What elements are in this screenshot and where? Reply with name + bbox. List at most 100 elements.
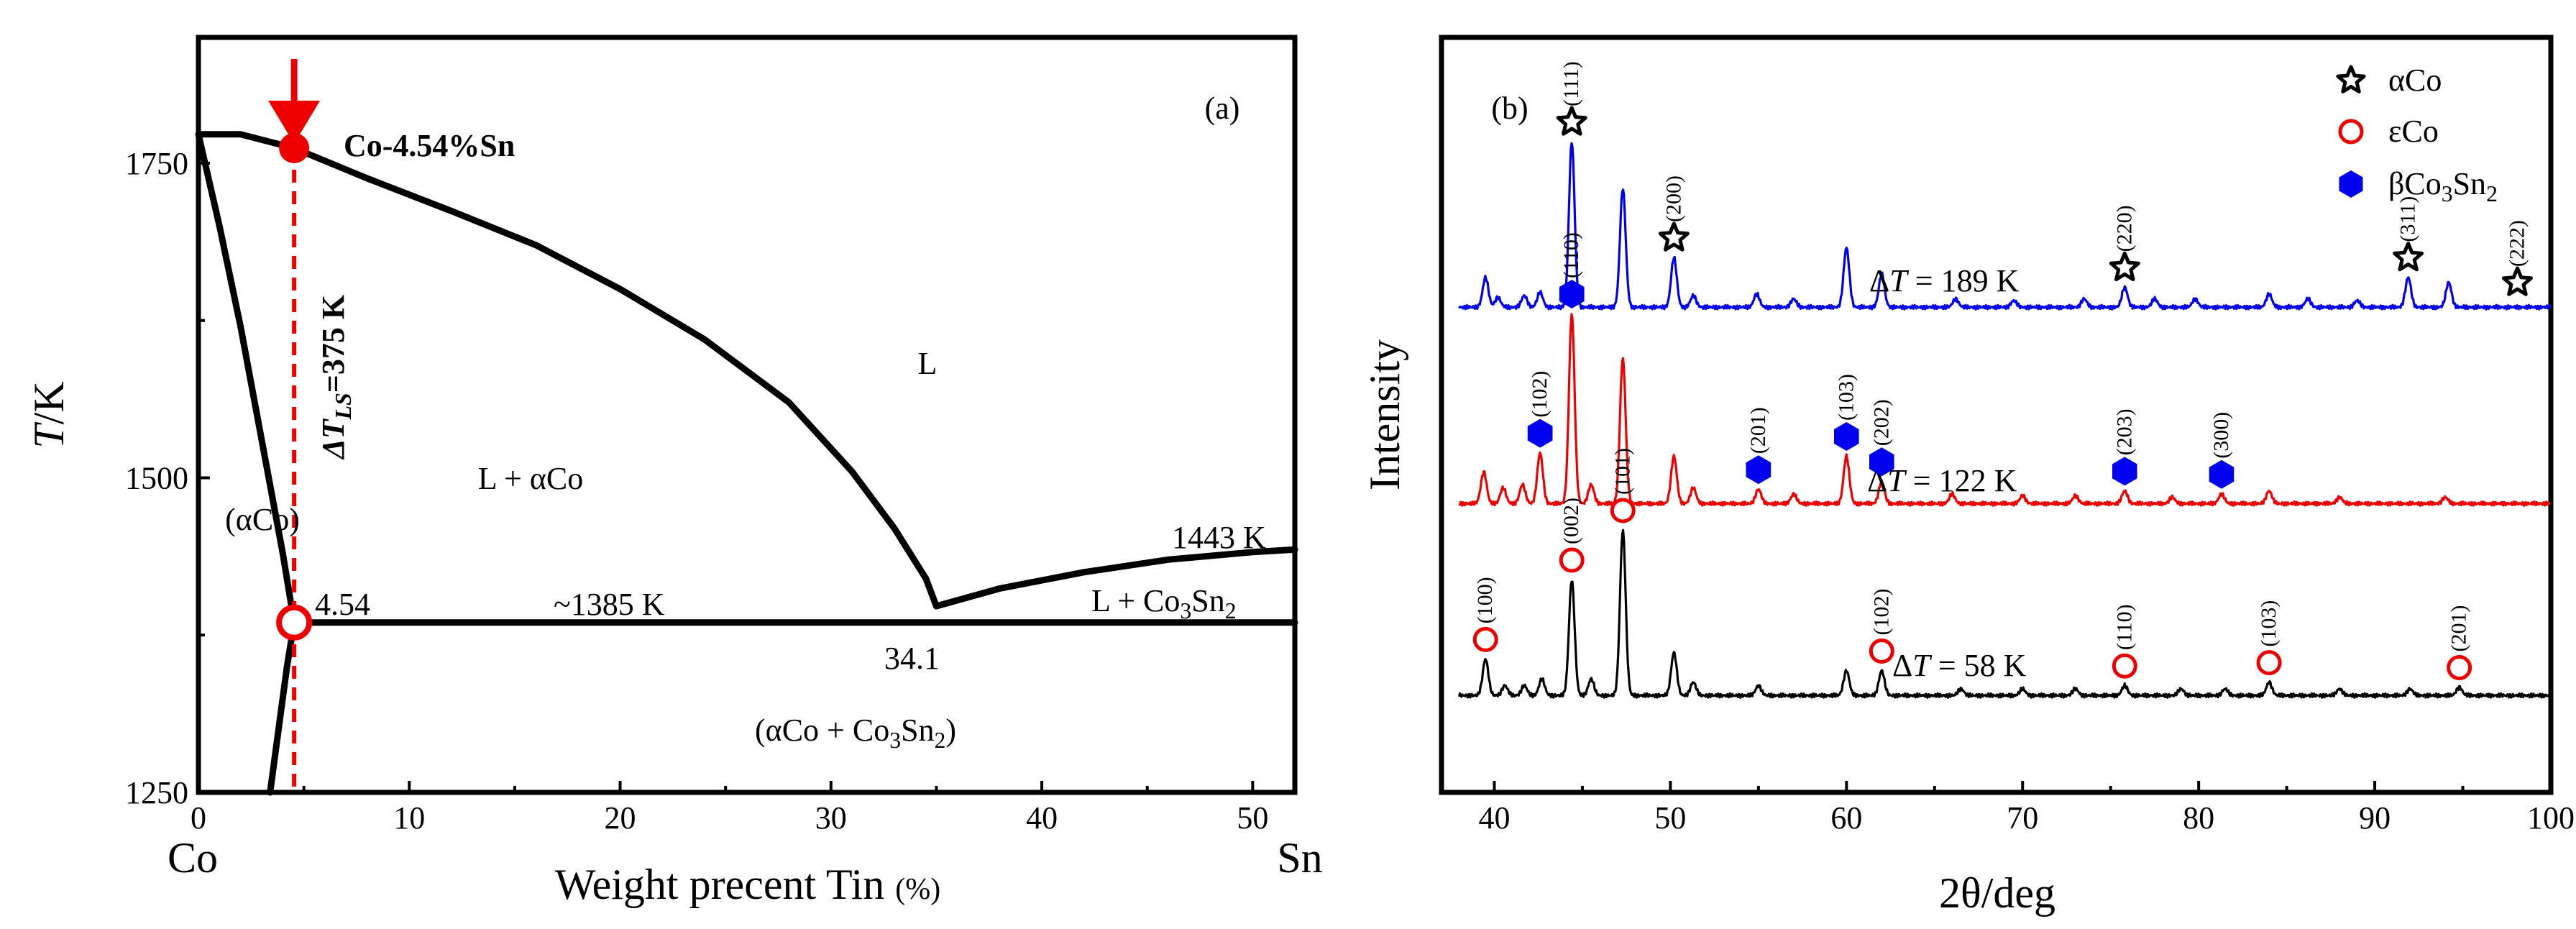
beta-co3sn2-hexagon-marker xyxy=(2209,459,2234,489)
epsilon-co-circle-marker xyxy=(2338,119,2364,145)
alpha-co-star-marker xyxy=(2109,251,2140,282)
miller-index-label: (102) xyxy=(1528,371,1551,418)
text-part: L + Co xyxy=(1091,583,1180,618)
series-label-value: = 122 K xyxy=(1905,463,2017,498)
text-part: ) xyxy=(945,713,956,748)
beta-co3sn2-hexagon-marker xyxy=(1746,455,1771,485)
miller-index-label: (111) xyxy=(1559,61,1583,106)
x-tick-label: 60 xyxy=(1830,800,1862,836)
alpha-co-star-marker xyxy=(1556,106,1587,136)
y-tick-label: 1500 xyxy=(125,461,188,496)
epsilon-co-circle-marker xyxy=(2447,655,2472,680)
text-part: Sn xyxy=(2453,166,2486,201)
x-tick-label: 30 xyxy=(815,800,847,836)
x-axis-unit: (%) xyxy=(895,873,940,906)
phase-aCo-Co3Sn2-label: (αCo + Co3Sn2) xyxy=(755,713,956,753)
x-tick-label: 20 xyxy=(605,800,636,836)
boundary-liquidus_Co3Sn2 xyxy=(932,546,1298,610)
epsilon-co-circle-marker xyxy=(1472,626,1498,652)
epsilon-co-circle-marker xyxy=(2256,650,2282,676)
x-tick-label: 0 xyxy=(191,800,206,836)
legend-label: εCo xyxy=(2388,114,2439,149)
phase-boundaries xyxy=(195,131,1298,796)
miller-index-label: (220) xyxy=(2112,205,2136,252)
alpha-co-star-marker xyxy=(2336,65,2366,93)
panel-label-a: (a) xyxy=(1205,91,1240,126)
x-axis-label: Weight precent Tin (%) xyxy=(555,861,940,908)
solid-composition-label: 4.54 xyxy=(315,587,370,622)
miller-index-label: (002) xyxy=(1559,498,1583,544)
y-axis-label: T/K xyxy=(25,381,73,448)
boundary-liquidus_aCo xyxy=(195,131,940,610)
subscript: 2 xyxy=(935,728,946,753)
peak-markers: ΔT = 189 K (111) (200) (220) (311) (222) ΔT = … xyxy=(1472,61,2533,683)
alpha-co-star-marker xyxy=(1658,221,1690,252)
phase-diagram-panel: 0 10 20 30 40 50 1250 1500 1750 Co Sn Weight precen… xyxy=(25,35,1323,908)
x-tick-label: 90 xyxy=(2359,800,2391,836)
axis-ticks-a: 0 10 20 30 40 50 1250 1500 1750 Co Sn Weight precen… xyxy=(25,146,1323,908)
x-tick-label: 100 xyxy=(2527,800,2575,836)
alpha-co-star-marker xyxy=(2393,242,2424,272)
epsilon-co-circle-marker xyxy=(1610,498,1636,523)
subscript: 2 xyxy=(1225,598,1237,623)
undercooling-label: ΔTLS=375 K xyxy=(316,295,356,460)
epsilon-co-circle-marker xyxy=(1869,639,1894,664)
miller-index-label: (311) xyxy=(2396,196,2420,242)
beta-co3sn2-hexagon-marker xyxy=(1527,418,1553,448)
subscript: 2 xyxy=(2486,181,2498,206)
epsilon-co-circle-marker xyxy=(2112,653,2137,679)
plot-frame-a xyxy=(196,35,1298,795)
miller-index-label: (200) xyxy=(1661,175,1685,222)
miller-index-label: (300) xyxy=(2209,412,2233,459)
solidus-point xyxy=(276,604,313,641)
alloy-label: Co-4.54%Sn xyxy=(344,128,515,163)
subscript: 3 xyxy=(1180,598,1191,623)
x-tick-label: 80 xyxy=(2183,800,2214,836)
eutectic-composition-label: 34.1 xyxy=(884,641,940,676)
series-label: ΔT = 122 K xyxy=(1867,463,2017,498)
y-axis-unit: /K xyxy=(25,381,73,424)
miller-index-label: (203) xyxy=(2112,408,2136,455)
y-tick-label: 1250 xyxy=(125,775,188,810)
phase-aCo-label: (αCo) xyxy=(225,502,300,537)
epsilon-co-circle-marker xyxy=(1559,547,1585,573)
x-tick-label: 50 xyxy=(1654,800,1686,836)
xrd-panel: 40 50 60 70 80 90 100 2θ/deg Intensity (b) ΔT = 1… xyxy=(1361,35,2575,917)
series-label: ΔT = 189 K xyxy=(1869,263,2020,298)
miller-index-label: (101) xyxy=(1610,448,1634,495)
plot-frame-b xyxy=(1439,35,2554,795)
text-part: βCo xyxy=(2388,166,2442,201)
miller-index-label: (100) xyxy=(1473,577,1497,623)
text-part: (αCo + Co xyxy=(755,713,889,748)
boundary-solvus xyxy=(267,619,298,796)
alloy-markers xyxy=(268,59,321,792)
panel-label-b: (b) xyxy=(1491,91,1528,126)
miller-index-label: (202) xyxy=(1869,399,1893,446)
x-axis-label: 2θ/deg xyxy=(1939,869,2055,917)
legend-label: αCo xyxy=(2388,63,2442,98)
series-label: ΔT = 58 K xyxy=(1892,648,2027,683)
beta-co3sn2-hexagon-marker xyxy=(2112,457,2137,486)
x-tick-label: 10 xyxy=(393,800,425,836)
x-end-label-right: Sn xyxy=(1277,834,1322,882)
miller-index-label: (201) xyxy=(2447,605,2471,652)
miller-index-label: (222) xyxy=(2505,220,2529,267)
miller-index-label: (103) xyxy=(2257,600,2281,647)
xrd-patterns xyxy=(1457,142,2552,699)
miller-index-label: (201) xyxy=(1746,407,1770,454)
series-label-var: T xyxy=(1889,263,1910,298)
miller-index-label: (110) xyxy=(1559,232,1583,278)
beta-co3sn2-hexagon-marker xyxy=(1834,422,1859,451)
boundary-solidus xyxy=(195,131,298,626)
undercooling-prefix: ΔT xyxy=(316,418,351,460)
subscript: 3 xyxy=(2442,181,2453,206)
series-label-var: T xyxy=(1912,648,1933,683)
x-tick-label: 70 xyxy=(2007,800,2038,836)
series-label-value: = 189 K xyxy=(1907,263,2020,298)
alloy-arrow-head xyxy=(268,101,321,144)
text-part: Sn xyxy=(1191,583,1224,618)
miller-index-label: (103) xyxy=(1834,374,1858,421)
xrd-pattern-line xyxy=(1458,313,2551,507)
y-tick-label: 1750 xyxy=(125,146,188,181)
